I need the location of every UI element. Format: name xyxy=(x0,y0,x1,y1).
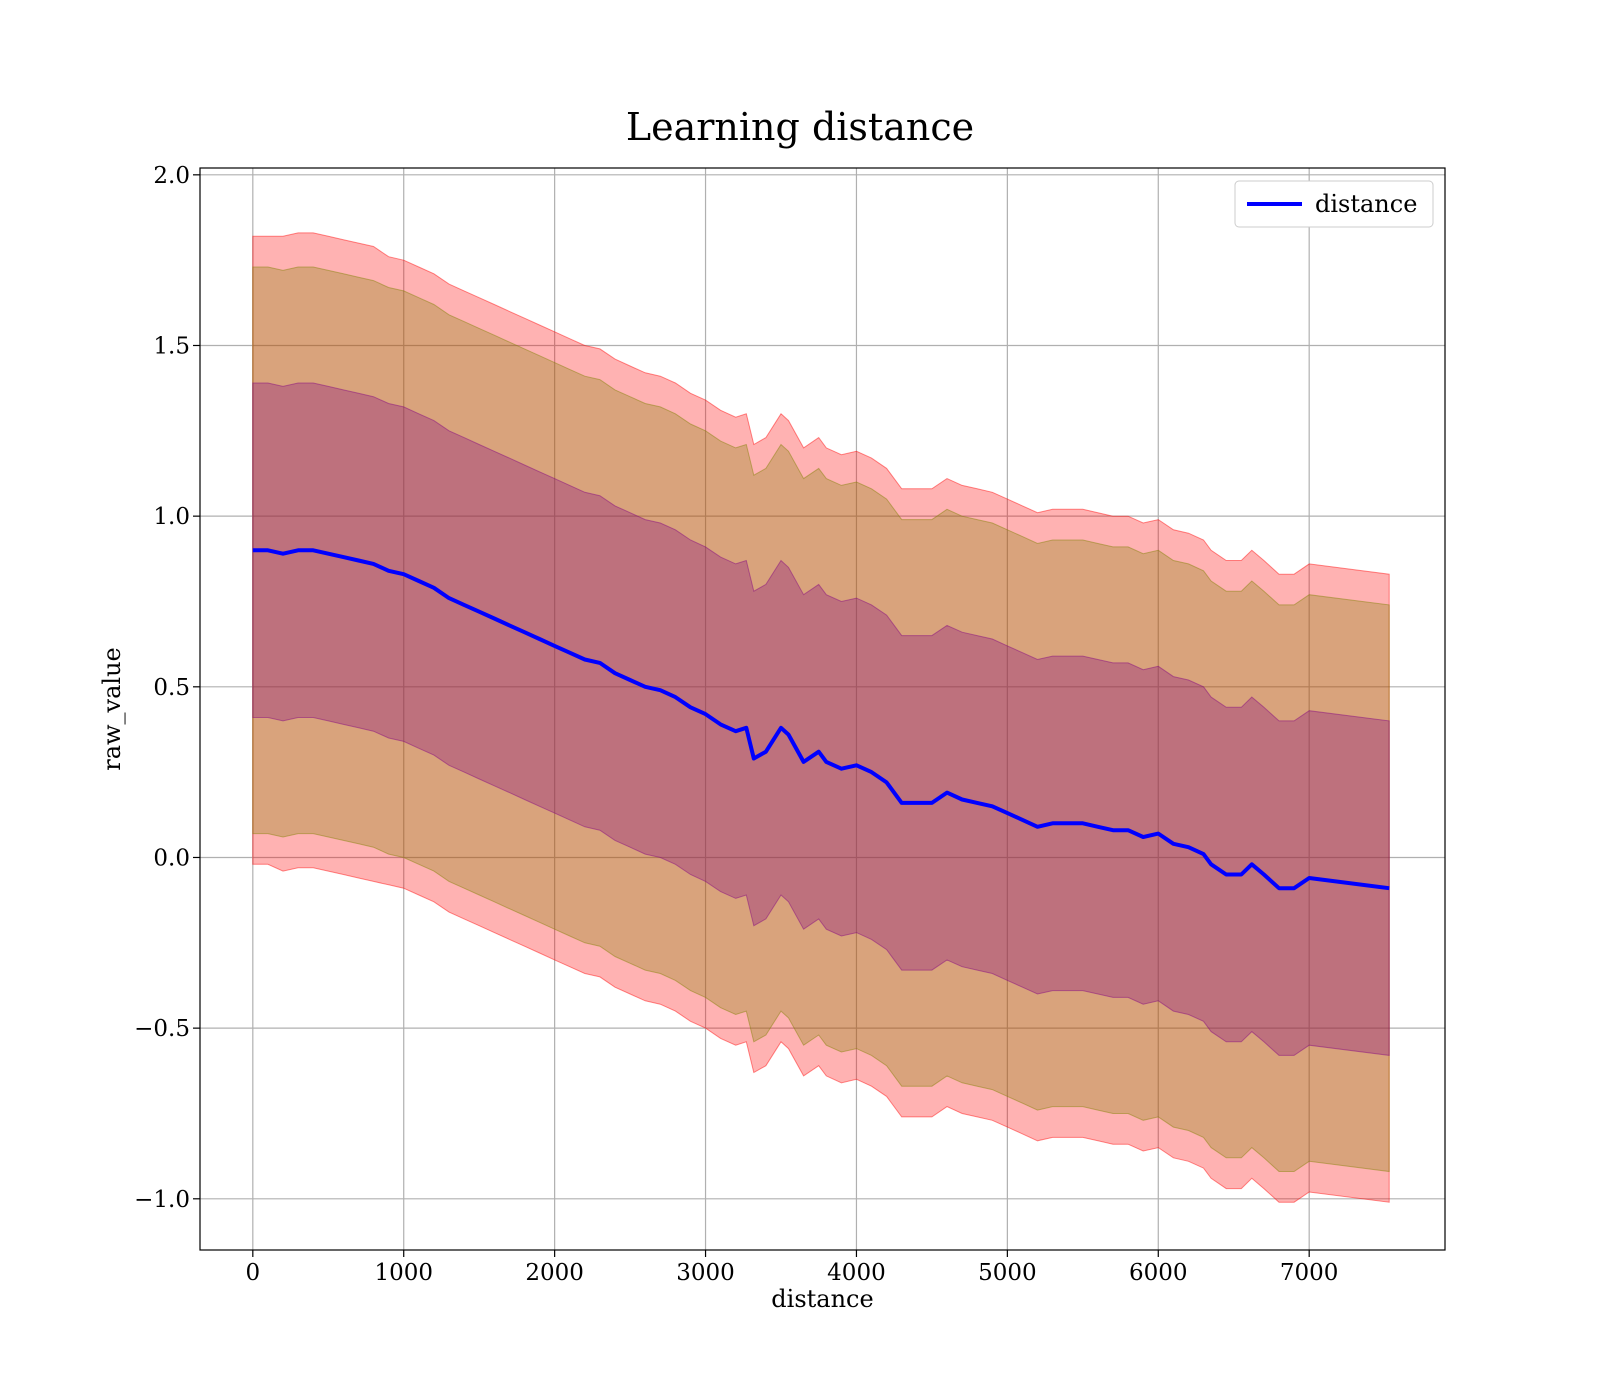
std-band-1 xyxy=(252,232,1390,1203)
legend: distance xyxy=(1234,180,1434,228)
std-band-2 xyxy=(252,266,1390,1173)
plot-frame xyxy=(199,167,1446,1251)
x-tick-label: 3000 xyxy=(676,1260,735,1286)
x-tick-label: 1000 xyxy=(374,1260,433,1286)
y-tick-label: 1.5 xyxy=(153,333,190,359)
x-tick-label: 2000 xyxy=(525,1260,584,1286)
series-line-distance xyxy=(252,548,1390,891)
y-axis-ticks: −1.0 −0.5 0.0 0.5 1.0 1.5 2.0 xyxy=(134,163,200,1213)
x-tick-label: 5000 xyxy=(978,1260,1037,1286)
y-tick-label: 2.0 xyxy=(153,163,190,189)
chart-title: Learning distance xyxy=(626,105,974,149)
x-axis-label: distance xyxy=(771,1285,873,1313)
y-tick-label: 1.0 xyxy=(153,504,190,530)
legend-box xyxy=(1234,180,1434,228)
x-tick-label: 4000 xyxy=(827,1260,886,1286)
y-tick-label: −1.0 xyxy=(134,1187,190,1213)
y-tick-label: −0.5 xyxy=(134,1016,190,1042)
y-tick-label: 0.0 xyxy=(153,845,190,871)
legend-entry-distance: distance xyxy=(1315,190,1417,218)
x-tick-label: 7000 xyxy=(1280,1260,1339,1286)
y-tick-label: 0.5 xyxy=(153,675,190,701)
series-lines xyxy=(252,548,1390,891)
std-bands xyxy=(252,232,1390,1203)
y-axis-label: raw_value xyxy=(98,647,126,771)
x-tick-label: 6000 xyxy=(1129,1260,1188,1286)
grid-lines xyxy=(200,168,1445,1250)
x-tick-label: 0 xyxy=(245,1260,260,1286)
x-axis-ticks: 0 1000 2000 3000 4000 5000 6000 7000 xyxy=(245,1250,1338,1286)
std-band-3 xyxy=(252,382,1390,1056)
